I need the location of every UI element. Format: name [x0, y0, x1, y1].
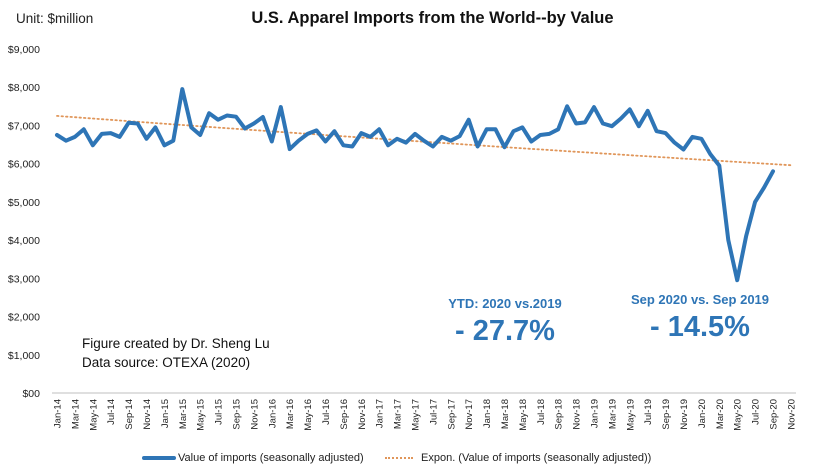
x-tick-label: Nov-15 [249, 399, 260, 430]
x-tick-label: May-17 [411, 399, 422, 431]
x-tick-label: Mar-17 [393, 399, 404, 429]
x-tick-label: Jul-16 [321, 399, 332, 425]
annotation-ytd-label: YTD: 2020 vs.2019 [448, 296, 562, 311]
annotation-ytd: YTD: 2020 vs.2019 - 27.7% [420, 296, 590, 348]
annotation-sep-value: - 14.5% [650, 311, 750, 343]
y-tick-label: $8,000 [8, 82, 40, 94]
x-tick-label: May-19 [625, 399, 636, 431]
x-tick-label: Jan-18 [482, 399, 493, 428]
x-tick-label: Mar-15 [178, 399, 189, 429]
x-tick-label: Sep-14 [124, 399, 135, 430]
y-axis: $00 $1,000 $2,000 $3,000 $4,000 $5,000 $6,000 $… [8, 44, 40, 400]
annotation-sep: Sep 2020 vs. Sep 2019 - 14.5% [615, 292, 785, 344]
x-tick-label: Sep-15 [232, 399, 243, 430]
annotation-ytd-value: - 27.7% [455, 315, 555, 347]
x-tick-label: Mar-14 [70, 399, 81, 429]
series-line [55, 87, 775, 283]
y-tick-label: $1,000 [8, 350, 40, 362]
x-axis: Jan-14 Mar-14 May-14 Jul-14 Sep-14 Nov-14 Jan-… [53, 399, 798, 431]
annotation-sep-label: Sep 2020 vs. Sep 2019 [630, 292, 770, 307]
x-tick-label: Sep-16 [339, 399, 350, 430]
x-tick-label: Jan-20 [697, 399, 708, 428]
x-tick-label: Nov-18 [572, 399, 583, 430]
y-tick-label: $7,000 [8, 120, 40, 132]
x-tick-label: May-18 [518, 399, 529, 431]
x-tick-label: May-14 [88, 399, 99, 431]
y-tick-label: $5,000 [8, 197, 40, 209]
x-tick-label: Jul-17 [428, 399, 439, 425]
x-tick-label: Jan-16 [267, 399, 278, 428]
x-tick-label: Nov-17 [464, 399, 475, 430]
x-tick-label: Jan-17 [375, 399, 386, 428]
x-tick-label: May-16 [303, 399, 314, 431]
x-tick-label: Mar-16 [285, 399, 296, 429]
chart-title: U.S. Apparel Imports from the World--by … [251, 9, 614, 27]
x-tick-label: Sep-19 [661, 399, 672, 430]
legend-label-imports: Value of imports (seasonally adjusted) [178, 452, 364, 464]
legend-item-trend: Expon. (Value of imports (seasonally adj… [385, 452, 651, 464]
x-tick-label: May-20 [733, 399, 744, 431]
x-tick-label: Jan-19 [590, 399, 601, 428]
x-tick-label: Mar-18 [500, 399, 511, 429]
y-tick-label: $4,000 [8, 235, 40, 247]
x-tick-label: Nov-20 [786, 399, 797, 430]
x-tick-label: Sep-17 [446, 399, 457, 430]
x-tick-label: Sep-20 [769, 399, 780, 430]
x-tick-label: Sep-18 [554, 399, 565, 430]
legend-label-trend: Expon. (Value of imports (seasonally adj… [421, 452, 652, 464]
x-tick-label: Jul-19 [643, 399, 654, 425]
legend-solid-line-icon [142, 456, 176, 460]
data-points [55, 87, 775, 282]
x-tick-label: Nov-14 [142, 399, 153, 430]
credit-source: Data source: OTEXA (2020) [82, 355, 251, 370]
x-tick-label: Nov-16 [357, 399, 368, 430]
x-tick-label: Nov-19 [679, 399, 690, 430]
x-tick-label: Jan-15 [160, 399, 171, 428]
y-tick-label: $2,000 [8, 312, 40, 324]
figure-credit: Figure created by Dr. Sheng Lu Data sour… [82, 334, 270, 372]
y-tick-label: $3,000 [8, 273, 40, 285]
legend-dotted-line-icon [385, 457, 413, 459]
unit-label: Unit: $million [16, 11, 94, 26]
x-tick-label: Jul-20 [751, 399, 762, 425]
x-tick-label: Jul-15 [214, 399, 225, 425]
x-tick-label: Jul-14 [106, 399, 117, 425]
x-tick-label: Jan-14 [53, 399, 64, 428]
x-tick-label: Mar-19 [607, 399, 618, 429]
y-tick-label: $6,000 [8, 159, 40, 171]
trend-line [56, 115, 792, 167]
y-tick-label: $00 [22, 388, 40, 400]
legend-item-imports: Value of imports (seasonally adjusted) [142, 452, 364, 464]
x-tick-label: May-15 [196, 399, 207, 431]
x-tick-label: Jul-18 [536, 399, 547, 425]
credit-author: Figure created by Dr. Sheng Lu [82, 336, 270, 351]
y-tick-label: $9,000 [8, 44, 40, 56]
x-tick-label: Mar-20 [715, 399, 726, 429]
